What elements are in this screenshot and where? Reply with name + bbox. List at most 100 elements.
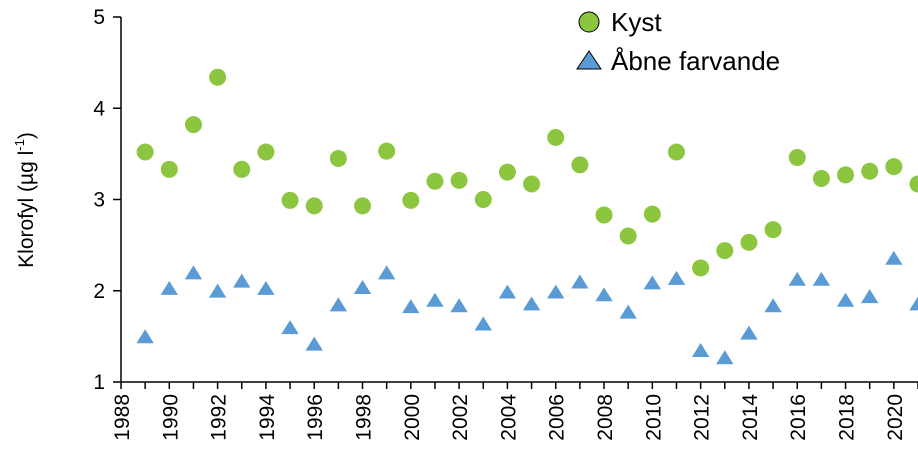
aabne-farvande-point <box>619 304 637 319</box>
series-kyst <box>136 68 918 277</box>
kyst-point <box>788 149 806 167</box>
x-tick-label: 2002 <box>449 394 472 441</box>
kyst-point <box>523 175 541 193</box>
x-tick-label: 1998 <box>353 394 376 441</box>
kyst-point <box>643 205 661 223</box>
aabne-farvande-point <box>450 298 468 313</box>
legend-item: Kyst <box>578 7 662 37</box>
aabne-farvande-point <box>329 297 348 312</box>
x-tick-label: 2010 <box>642 394 665 441</box>
aabne-farvande-point <box>812 271 831 286</box>
aabne-farvande-point <box>305 336 323 351</box>
y-axis-title-close: ) <box>15 132 38 139</box>
kyst-point <box>861 162 879 180</box>
legend-triangle-icon <box>576 50 602 70</box>
x-tick-label: 2006 <box>546 394 569 441</box>
kyst-point <box>378 142 396 160</box>
kyst-point <box>571 156 589 174</box>
kyst-point <box>595 206 613 224</box>
aabne-farvande-point <box>377 265 396 280</box>
plot-markers <box>136 68 918 365</box>
kyst-point <box>136 143 154 161</box>
legend-label: Kyst <box>611 7 662 37</box>
kyst-point <box>740 233 758 251</box>
kyst-point <box>354 197 372 215</box>
aabne-farvande-point <box>426 292 444 307</box>
y-axis-title-superscript: -1 <box>12 139 27 151</box>
x-tick-label: 2016 <box>787 394 810 441</box>
aabne-farvande-point <box>402 299 420 314</box>
aabne-farvande-point <box>547 284 565 299</box>
x-tick-label: 2014 <box>739 394 762 441</box>
legend-item: Åbne farvande <box>576 46 780 76</box>
y-axis-title-group: Klorofyl (µg l-1) <box>12 132 38 268</box>
y-tick-label: 2 <box>93 280 105 303</box>
y-ticks: 1 2 3 4 5 <box>93 6 121 394</box>
x-ticks: 1988 1990 1992 1994 1996 1998 2000 2002 2004 2006… <box>111 382 918 441</box>
kyst-point <box>233 160 251 178</box>
kyst-point <box>474 191 492 208</box>
y-axis-title-main: Klorofyl (µg l <box>15 151 38 268</box>
legend-label: Åbne farvande <box>611 46 780 76</box>
kyst-point <box>885 158 903 176</box>
kyst-point <box>619 227 637 245</box>
kyst-point <box>402 191 420 209</box>
kyst-point <box>837 166 855 184</box>
kyst-point <box>716 242 734 260</box>
kyst-point <box>209 68 227 86</box>
aabne-farvande-point <box>498 284 517 299</box>
aabne-farvande-point <box>595 287 613 302</box>
kyst-point <box>305 197 323 215</box>
kyst-point <box>184 116 202 134</box>
y-tick-label: 4 <box>93 97 105 120</box>
aabne-farvande-point <box>667 270 686 285</box>
kyst-point <box>667 143 685 161</box>
kyst-point <box>692 259 710 277</box>
x-tick-label: 2020 <box>884 394 907 441</box>
y-tick-label: 3 <box>93 189 105 212</box>
x-tick-label: 1994 <box>256 394 279 441</box>
kyst-point <box>909 175 918 193</box>
aabne-farvande-point <box>160 280 178 295</box>
kyst-point <box>329 149 347 167</box>
x-tick-label: 2018 <box>836 394 859 441</box>
x-tick-label: 1990 <box>159 394 182 441</box>
kyst-point <box>281 191 299 209</box>
aabne-farvande-point <box>836 292 855 307</box>
x-tick-label: 1992 <box>208 394 231 441</box>
aabne-farvande-point <box>281 320 299 335</box>
aabne-farvande-point <box>474 316 492 331</box>
kyst-point <box>426 172 444 190</box>
aabne-farvande-point <box>353 280 372 294</box>
aabne-farvande-point <box>740 325 758 340</box>
aabne-farvande-point <box>257 280 275 295</box>
aabne-farvande-point <box>691 342 710 357</box>
kyst-point <box>764 221 782 239</box>
y-axis-title: Klorofyl (µg l-1) <box>12 132 38 268</box>
aabne-farvande-point <box>571 274 589 289</box>
kyst-point <box>257 143 275 161</box>
aabne-farvande-point <box>233 273 251 288</box>
y-tick-label: 5 <box>93 6 105 29</box>
axes <box>120 17 918 383</box>
kyst-point <box>812 170 830 188</box>
legend: Kyst Åbne farvande <box>576 7 780 76</box>
aabne-farvande-point <box>643 275 662 290</box>
kyst-point <box>450 171 468 189</box>
x-tick-label: 2008 <box>594 394 617 441</box>
aabne-farvande-point <box>788 271 806 286</box>
kyst-point <box>498 163 516 181</box>
x-tick-label: 1988 <box>111 394 134 441</box>
x-tick-label: 2004 <box>497 394 520 441</box>
aabne-farvande-point <box>861 289 879 304</box>
aabne-farvande-point <box>208 283 227 298</box>
x-tick-label: 2000 <box>401 394 424 441</box>
aabne-farvande-point <box>522 296 541 311</box>
kyst-point <box>547 128 565 146</box>
aabne-farvande-point <box>716 350 734 365</box>
x-tick-label: 1996 <box>304 394 327 441</box>
series-aabne-farvande <box>136 250 918 365</box>
kyst-point <box>160 160 178 178</box>
legend-circle-icon <box>578 11 600 33</box>
